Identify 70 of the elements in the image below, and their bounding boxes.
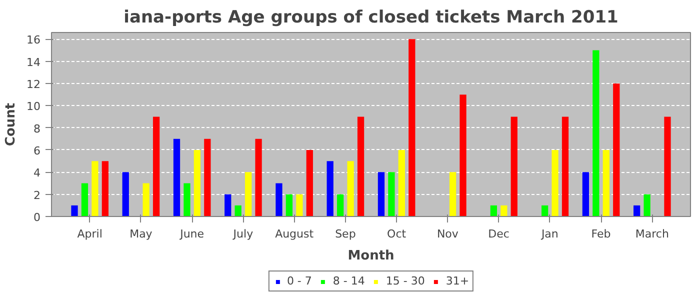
bar xyxy=(71,205,78,216)
x-tick-label: June xyxy=(179,228,204,240)
x-tick-label: April xyxy=(77,228,102,240)
bar xyxy=(378,172,385,216)
x-tick-label: August xyxy=(275,228,314,240)
y-axis-title: Count xyxy=(4,102,19,146)
bar xyxy=(194,150,201,216)
x-tick-label: Sep xyxy=(335,228,356,240)
bar xyxy=(398,150,405,216)
bar xyxy=(204,138,211,216)
y-tick-label: 6 xyxy=(34,144,40,158)
bar xyxy=(541,205,548,216)
x-tick-label: July xyxy=(232,228,254,240)
bar xyxy=(234,205,242,216)
bar xyxy=(510,116,518,216)
bar xyxy=(306,150,313,216)
x-tick-label: March xyxy=(635,228,669,240)
bar xyxy=(326,161,334,216)
bar xyxy=(224,194,232,216)
bar xyxy=(552,150,558,216)
bar xyxy=(276,183,282,216)
legend-label: 0 - 7 xyxy=(286,274,312,288)
x-tick-label: Jan xyxy=(540,228,558,240)
bar xyxy=(562,116,569,216)
bar xyxy=(244,172,252,216)
y-tick-label: 2 xyxy=(34,188,40,202)
bar xyxy=(644,194,650,216)
legend-label: 15 - 30 xyxy=(386,274,425,288)
bar xyxy=(602,150,610,216)
bar xyxy=(634,205,640,216)
y-tick-label: 4 xyxy=(34,166,40,180)
bar xyxy=(460,94,466,216)
x-tick-label: Nov xyxy=(436,228,459,240)
bar xyxy=(592,50,600,216)
bar xyxy=(490,205,498,216)
bar xyxy=(449,172,456,216)
x-tick-label: Feb xyxy=(591,228,611,240)
bar xyxy=(337,194,344,216)
bar xyxy=(296,194,303,216)
bar xyxy=(255,138,262,216)
x-axis-title: Month xyxy=(348,248,394,264)
bar xyxy=(388,172,395,216)
legend-label: 31+ xyxy=(446,274,470,288)
bar xyxy=(152,116,160,216)
bar xyxy=(613,83,620,216)
bar xyxy=(408,39,416,216)
bar xyxy=(500,205,508,216)
bar xyxy=(664,116,671,216)
y-tick-label: 10 xyxy=(26,100,41,114)
y-tick-label: 0 xyxy=(34,211,40,224)
y-tick-label: 8 xyxy=(34,122,40,136)
bar xyxy=(102,161,108,216)
bar xyxy=(286,194,293,216)
bar xyxy=(142,183,150,216)
bar xyxy=(347,161,354,216)
y-tick-label: 12 xyxy=(26,78,41,91)
bar xyxy=(184,183,190,216)
bar xyxy=(582,172,590,216)
bar xyxy=(92,161,98,216)
bar xyxy=(81,183,88,216)
y-tick-label: 14 xyxy=(26,56,41,69)
y-tick-label: 16 xyxy=(26,34,41,47)
bar xyxy=(357,116,364,216)
bar xyxy=(173,138,180,216)
legend-label: 8 - 14 xyxy=(332,274,365,288)
x-tick-label: Dec xyxy=(488,228,510,240)
bar xyxy=(122,172,129,216)
x-tick-label: Oct xyxy=(387,228,407,240)
chart-title: iana-ports Age groups of closed tickets March 2011 xyxy=(124,8,618,28)
x-tick-label: May xyxy=(130,228,153,240)
